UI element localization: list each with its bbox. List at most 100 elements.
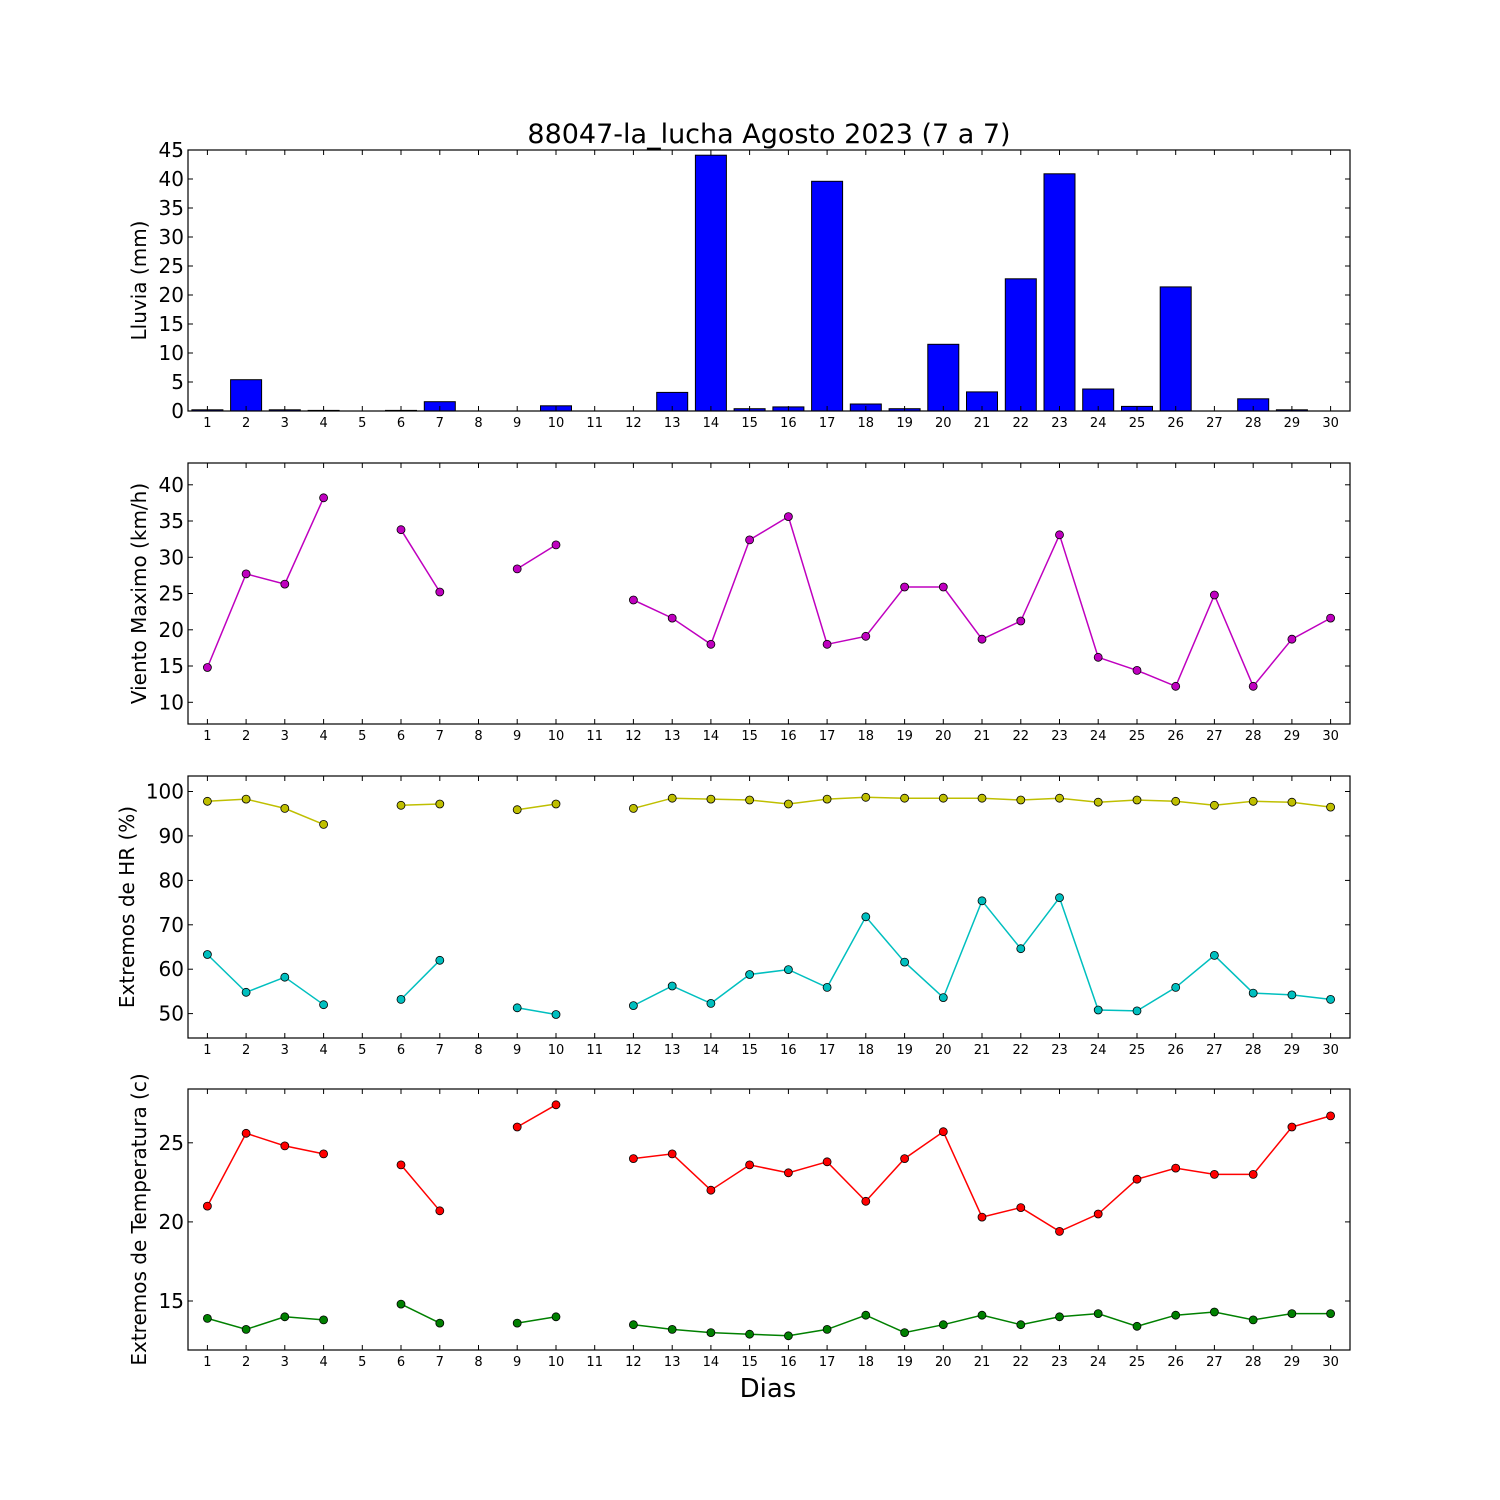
- x-tick-label: 5: [358, 729, 366, 744]
- series-1-point-day-26: [1171, 796, 1181, 806]
- series-2-point-day-20: [938, 993, 948, 1002]
- x-tick-label: 24: [1090, 1043, 1107, 1058]
- series-1-point-day-27: [1210, 1170, 1219, 1179]
- x-tick-label: 11: [586, 729, 603, 744]
- series-1-point-day-3: [280, 579, 290, 589]
- series-1-point-day-19: [900, 1154, 909, 1163]
- series-2-point-day-12: [629, 1320, 638, 1330]
- x-tick-label: 29: [1284, 729, 1301, 744]
- series-1-point-day-24: [1093, 652, 1103, 662]
- series-1-point-day-28: [1248, 1170, 1258, 1179]
- x-tick-label: 25: [1129, 416, 1146, 431]
- series-1-point-day-24: [1093, 797, 1103, 807]
- series-1-point-day-30: [1326, 613, 1335, 623]
- x-tick-label: 6: [397, 729, 405, 744]
- x-tick-label: 26: [1167, 1043, 1184, 1058]
- x-tick-label: 29: [1284, 1355, 1301, 1370]
- y-tick-label: 15: [159, 312, 184, 336]
- y-tick-label: 35: [159, 509, 184, 533]
- series-1-point-day-23: [1055, 530, 1064, 540]
- series-2-point-day-15: [745, 1329, 754, 1339]
- x-tick-label: 10: [548, 1355, 565, 1370]
- y-tick-label: 20: [159, 283, 184, 307]
- series-1-point-day-9: [512, 805, 522, 815]
- series-1-point-day-6: [396, 1160, 406, 1170]
- y-tick-label: 20: [159, 618, 184, 642]
- x-tick-label: 16: [780, 1043, 797, 1058]
- x-tick-label: 23: [1051, 1355, 1068, 1370]
- series-2-point-day-1: [202, 950, 212, 959]
- series-1-point-day-19: [900, 793, 909, 803]
- x-tick-label: 17: [819, 1355, 836, 1370]
- x-tick-label: 1: [203, 729, 211, 744]
- x-tick-label: 17: [819, 729, 836, 744]
- series-2-point-day-6: [396, 1299, 406, 1309]
- axes-frame: [187, 1088, 1351, 1351]
- x-tick-label: 24: [1090, 729, 1107, 744]
- series-1-point-day-12: [629, 804, 638, 813]
- bar-day-22: [1004, 278, 1037, 412]
- series-2-point-day-25: [1132, 1006, 1142, 1016]
- x-tick-label: 14: [703, 1043, 720, 1058]
- series-1-point-day-21: [977, 1212, 987, 1222]
- series-2-point-day-20: [938, 1320, 948, 1330]
- series-2-line-segment-3: [517, 1007, 557, 1016]
- series-1-point-day-14: [706, 1185, 716, 1195]
- x-tick-label: 10: [548, 1043, 565, 1058]
- x-tick-label: 12: [625, 729, 642, 744]
- series-2-point-day-4: [319, 1315, 329, 1325]
- y-tick-label: 25: [159, 254, 184, 278]
- series-1-point-day-25: [1132, 666, 1142, 675]
- x-tick-label: 30: [1322, 416, 1339, 431]
- series-2-point-day-14: [706, 1328, 716, 1337]
- series-1-point-day-25: [1132, 795, 1142, 805]
- series-1-point-day-6: [396, 800, 406, 810]
- x-tick-label: 3: [281, 416, 289, 431]
- series-1-point-day-20: [938, 582, 948, 592]
- x-tick-label: 27: [1206, 1355, 1223, 1370]
- x-tick-label: 4: [319, 729, 327, 744]
- series-1-point-day-18: [861, 631, 871, 641]
- x-tick-label: 9: [513, 729, 521, 744]
- series-1-point-day-3: [280, 1141, 290, 1151]
- series-2-point-day-19: [900, 1328, 909, 1337]
- x-tick-label: 22: [1013, 1043, 1030, 1058]
- series-1-point-day-22: [1016, 1203, 1026, 1212]
- series-1-point-day-7: [435, 799, 445, 809]
- x-tick-label: 5: [358, 416, 366, 431]
- y-axis-label: Extremos de HR (%): [115, 806, 139, 1008]
- x-tick-label: 29: [1284, 1043, 1301, 1058]
- x-tick-label: 24: [1090, 1355, 1107, 1370]
- series-2-line-segment-3: [517, 1316, 557, 1324]
- x-tick-label: 2: [242, 1043, 250, 1058]
- axes-frame: [187, 149, 1351, 412]
- x-tick-label: 20: [935, 1043, 952, 1058]
- y-axis-label: Extremos de Temperatura (c): [127, 1073, 151, 1365]
- x-tick-label: 18: [858, 1355, 875, 1370]
- chart-title: 88047-la_lucha Agosto 2023 (7 a 7): [527, 119, 1010, 150]
- x-tick-label: 15: [741, 1355, 758, 1370]
- x-tick-label: 26: [1167, 1355, 1184, 1370]
- x-tick-label: 19: [896, 1043, 913, 1058]
- x-tick-label: 20: [935, 729, 952, 744]
- bar-day-17: [811, 180, 844, 412]
- x-tick-label: 22: [1013, 416, 1030, 431]
- x-tick-label: 18: [858, 729, 875, 744]
- x-tick-label: 8: [474, 1355, 482, 1370]
- x-axis-label: Dias: [740, 1374, 797, 1404]
- series-1-point-day-23: [1055, 1227, 1064, 1236]
- series-2-point-day-17: [822, 1325, 832, 1334]
- series-2-point-day-7: [435, 955, 445, 965]
- series-1-point-day-26: [1171, 1163, 1181, 1173]
- y-tick-label: 40: [159, 167, 184, 191]
- series-1-point-day-10: [551, 540, 561, 550]
- x-tick-label: 27: [1206, 729, 1223, 744]
- x-tick-label: 9: [513, 1355, 521, 1370]
- x-tick-label: 8: [474, 416, 482, 431]
- x-tick-label: 18: [858, 416, 875, 431]
- x-tick-label: 28: [1245, 1355, 1262, 1370]
- x-tick-label: 5: [358, 1355, 366, 1370]
- x-tick-label: 14: [703, 1355, 720, 1370]
- x-tick-label: 15: [741, 416, 758, 431]
